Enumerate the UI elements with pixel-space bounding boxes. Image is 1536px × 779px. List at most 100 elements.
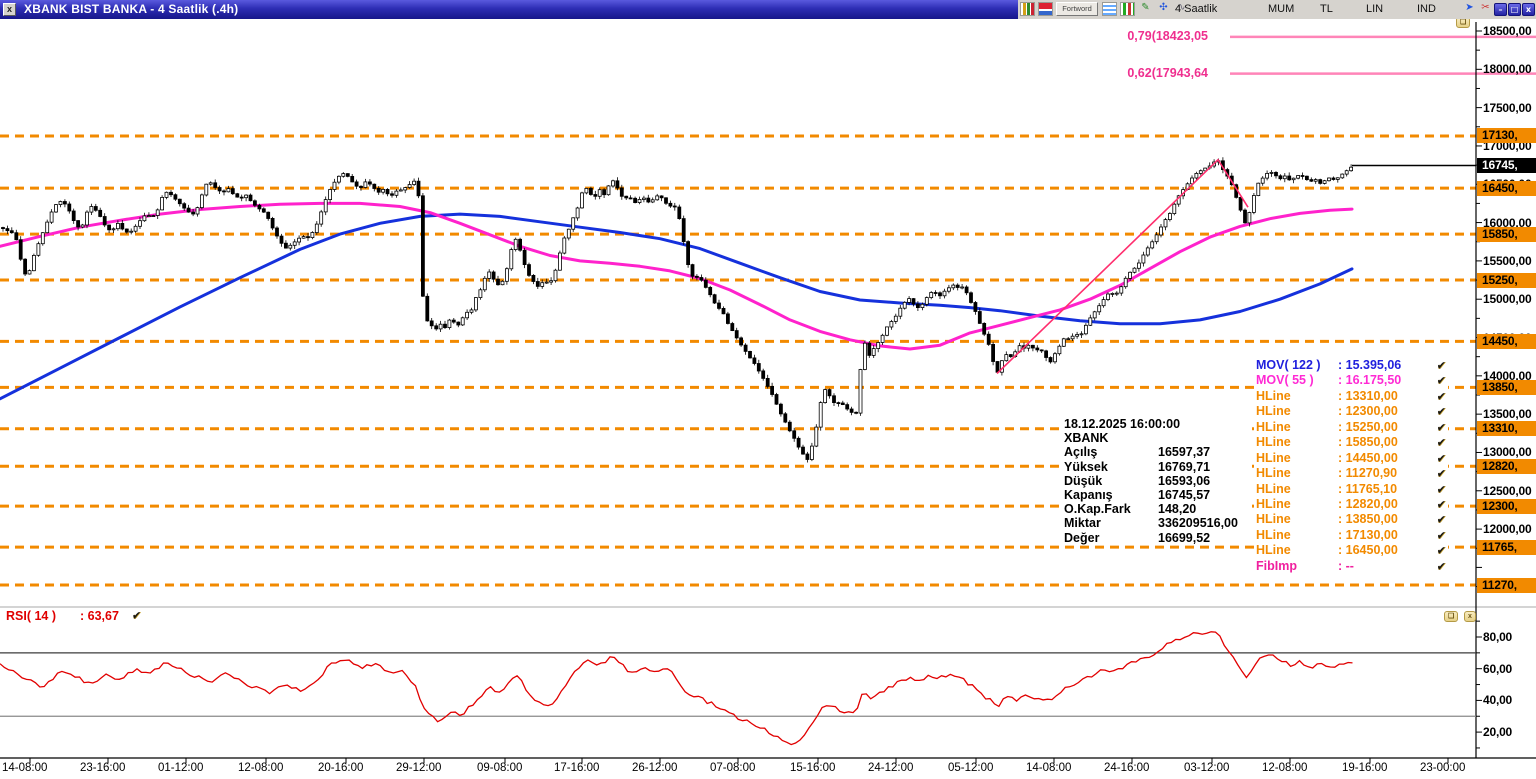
legend-check-icon[interactable]: ✔ xyxy=(1436,405,1446,419)
legend-name: MOV( 55 ) xyxy=(1256,373,1314,388)
time-axis-ticks xyxy=(29,758,1449,763)
restore-icon[interactable]: □ xyxy=(1508,3,1521,16)
toolbar-button-tl[interactable]: TL xyxy=(1320,3,1333,15)
rsi-legend-row[interactable]: RSI( 14 ) : 63,67 ✔ xyxy=(6,609,141,623)
info-label: Açılış xyxy=(1064,445,1098,460)
rsi-pane-maximize-button[interactable]: ❏ xyxy=(1444,611,1459,622)
rsi-pane-close-button[interactable]: x xyxy=(1464,611,1476,622)
time-axis-label: 03-12:00 xyxy=(1184,762,1230,774)
legend-item-hline[interactable]: HLine: 15850,00 ✔ xyxy=(1256,435,1448,450)
legend-item-hline[interactable]: HLine: 11765,10 ✔ xyxy=(1256,482,1448,497)
wave-icon[interactable]: ∿ xyxy=(1177,2,1186,13)
legend-item-hline[interactable]: HLine: 13850,00 ✔ xyxy=(1256,512,1448,527)
price-axis-label: 17500,00 xyxy=(1483,100,1532,115)
legend-name: HLine xyxy=(1256,450,1291,465)
grid-icon[interactable] xyxy=(1102,2,1117,16)
legend-name: MOV( 122 ) xyxy=(1256,358,1321,372)
legend-check-icon[interactable]: ✔ xyxy=(1436,544,1446,558)
toolbar: Fortword ✎ ✣ ∿ 4 Saatlik MUM TL LIN IND ➤ ✂ … xyxy=(1018,0,1536,19)
price-axis-label: 13000,00 xyxy=(1483,445,1532,460)
info-label: Miktar xyxy=(1064,516,1101,531)
price-axis-label: 15000,00 xyxy=(1483,292,1532,307)
legend-name: HLine xyxy=(1256,543,1291,558)
toolbar-button-lin[interactable]: LIN xyxy=(1366,3,1384,15)
legend-check-icon[interactable]: ✔ xyxy=(1436,436,1446,450)
window-title: XBANK BIST BANKA - 4 Saatlik (.4h) xyxy=(24,2,239,16)
legend-check-icon[interactable]: ✔ xyxy=(1436,451,1446,465)
toolbar-button-ind[interactable]: IND xyxy=(1417,3,1436,15)
pencil-icon[interactable]: ✎ xyxy=(1141,2,1150,13)
indicator-legend: MOV( 122 ): 15.395,06 ✔ MOV( 55 ): 16.175,… xyxy=(1256,358,1448,575)
info-row: Miktar 336209516,00 xyxy=(1064,516,1252,530)
legend-name: HLine xyxy=(1256,388,1291,403)
price-axis-label: 18000,00 xyxy=(1483,62,1532,77)
candles-icon[interactable] xyxy=(1120,2,1135,16)
compass-icon[interactable]: ✣ xyxy=(1159,2,1168,13)
legend-check-icon[interactable]: ✔ xyxy=(1436,528,1446,542)
legend-item-hline[interactable]: HLine: 12300,00 ✔ xyxy=(1256,404,1448,419)
legend-name: HLine xyxy=(1256,419,1291,434)
hline-price-badge: 13310, xyxy=(1477,421,1536,437)
legend-value: : 11270,90 xyxy=(1338,466,1398,481)
info-row: Açılış 16597,37 xyxy=(1064,445,1252,459)
time-axis-label: 24-16:00 xyxy=(1104,762,1150,774)
legend-check-icon[interactable]: ✔ xyxy=(1436,482,1446,496)
legend-value: : 16450,00 xyxy=(1338,543,1398,558)
legend-item-hline[interactable]: HLine: 13310,00 ✔ xyxy=(1256,389,1448,404)
fibonacci-lines xyxy=(1230,35,1536,75)
price-axis-label: 18500,00 xyxy=(1483,24,1532,38)
legend-name: HLine xyxy=(1256,512,1291,527)
legend-name: HLine xyxy=(1256,496,1291,511)
hline-price-badge: 11765, xyxy=(1477,539,1536,555)
legend-check-icon[interactable]: ✔ xyxy=(1436,374,1446,388)
time-axis-label: 23-00:00 xyxy=(1420,762,1466,774)
fortword-button[interactable]: Fortword xyxy=(1056,2,1098,16)
legend-check-icon[interactable]: ✔ xyxy=(1436,467,1446,481)
legend-value: : 12820,00 xyxy=(1338,496,1398,511)
bars-chart-icon[interactable] xyxy=(1020,2,1035,16)
tools-icon[interactable]: ✂ xyxy=(1481,2,1490,13)
legend-item-mov55[interactable]: MOV( 55 ): 16.175,50 ✔ xyxy=(1256,373,1448,388)
legend-item-hline[interactable]: HLine : 12820,00 ✔ xyxy=(1256,497,1448,512)
fib-level-079-label[interactable]: 0,79(18423,05 xyxy=(1127,28,1208,43)
legend-item-mov122[interactable]: MOV( 122 ): 15.395,06 ✔ xyxy=(1256,358,1448,373)
legend-check-icon[interactable]: ✔ xyxy=(1436,497,1446,511)
fib-level-062-label[interactable]: 0,62(17943,64 xyxy=(1127,65,1208,80)
info-row: O.Kap.Fark 148,20 xyxy=(1064,502,1252,516)
time-axis-label: 17-16:00 xyxy=(554,762,600,774)
hline-price-badge: 14450, xyxy=(1477,333,1536,349)
legend-value: : -- xyxy=(1338,558,1354,573)
send-arrow-icon[interactable]: ➤ xyxy=(1465,2,1474,13)
close-icon[interactable]: x xyxy=(1522,3,1535,16)
legend-item-hline[interactable]: HLine: 11270,90 ✔ xyxy=(1256,466,1448,481)
legend-item-hline[interactable]: HLine: 15250,00 ✔ xyxy=(1256,420,1448,435)
price-axis-label: 12500,00 xyxy=(1483,483,1532,498)
price-axis-label: 16000,00 xyxy=(1483,215,1532,230)
toolbar-button-mum[interactable]: MUM xyxy=(1268,3,1295,15)
hline-price-badge: 15850, xyxy=(1477,226,1536,242)
minimize-icon[interactable]: – xyxy=(1494,3,1507,16)
rsi-check-icon[interactable]: ✔ xyxy=(132,609,142,622)
legend-check-icon[interactable]: ✔ xyxy=(1436,513,1446,527)
legend-check-icon[interactable]: ✔ xyxy=(1436,359,1446,372)
legend-item-hline[interactable]: HLine: 17130,00 ✔ xyxy=(1256,528,1448,543)
zigzag-trendline xyxy=(996,158,1249,375)
legend-check-icon[interactable]: ✔ xyxy=(1436,389,1446,403)
legend-item-hline[interactable]: HLine : 16450,00 ✔ xyxy=(1256,543,1448,558)
close-pane-icon[interactable]: x xyxy=(3,3,16,16)
legend-item-hline[interactable]: HLine: 14450,00 ✔ xyxy=(1256,451,1448,466)
legend-item-fibimp[interactable]: FibImp: -- ✔ xyxy=(1256,559,1448,574)
info-row: Değer 16699,52 xyxy=(1064,531,1252,545)
legend-check-icon[interactable]: ✔ xyxy=(1436,420,1446,434)
info-label: Düşük xyxy=(1064,473,1103,488)
toolbar-button-4-saatlik[interactable]: 4 Saatlik xyxy=(1175,3,1218,15)
legend-check-icon[interactable]: ✔ xyxy=(1436,559,1446,573)
info-row: Düşük 16593,06 xyxy=(1064,474,1252,488)
time-axis-label: 23-16:00 xyxy=(80,762,126,774)
time-axis-label: 12-08:00 xyxy=(1262,762,1308,774)
rsi-axis-label: 60,00 xyxy=(1483,661,1513,676)
time-axis-label: 14-08:00 xyxy=(1026,762,1072,774)
red-chart-icon[interactable] xyxy=(1038,2,1053,16)
hline-price-badge: 12300, xyxy=(1477,498,1536,514)
legend-value: : 15850,00 xyxy=(1338,435,1398,450)
